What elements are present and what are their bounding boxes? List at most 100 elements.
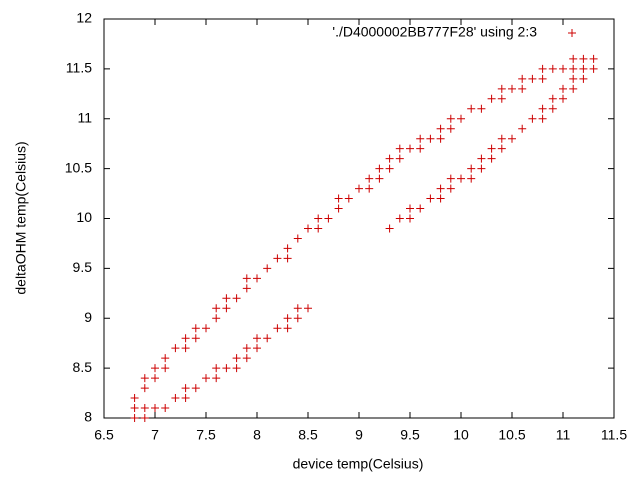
point — [559, 94, 567, 103]
point — [242, 344, 251, 353]
point — [334, 204, 343, 213]
point — [171, 394, 180, 403]
point — [304, 224, 312, 233]
point — [212, 314, 221, 323]
point — [232, 364, 241, 373]
point — [579, 74, 588, 83]
point — [314, 224, 323, 233]
point — [467, 174, 476, 183]
point — [457, 174, 465, 183]
point — [487, 94, 496, 103]
point — [538, 74, 547, 83]
point — [334, 194, 343, 203]
x-tick-label: 9 — [355, 427, 363, 443]
point — [477, 154, 486, 163]
point — [314, 214, 323, 223]
point — [181, 334, 190, 343]
point — [528, 114, 537, 123]
point — [538, 114, 547, 123]
point — [436, 124, 445, 133]
x-tick-label: 7.5 — [196, 427, 216, 443]
x-axis-label: device temp(Celsius) — [293, 456, 424, 472]
point — [161, 354, 170, 363]
point — [283, 254, 292, 263]
point — [212, 374, 221, 383]
point — [569, 64, 578, 73]
point — [395, 214, 404, 223]
point — [589, 54, 598, 63]
point — [406, 214, 414, 223]
point — [497, 84, 506, 93]
point — [365, 184, 374, 193]
point — [161, 364, 170, 373]
legend-marker — [568, 29, 576, 37]
point — [151, 404, 159, 413]
point — [273, 254, 282, 263]
point — [518, 84, 527, 93]
point — [477, 104, 486, 113]
point — [140, 374, 149, 383]
y-tick-label: 9.5 — [73, 259, 93, 275]
point — [385, 164, 394, 173]
point — [242, 284, 251, 293]
point — [232, 354, 241, 363]
point — [436, 184, 445, 193]
point — [467, 164, 476, 173]
point — [446, 174, 455, 183]
point — [263, 334, 272, 343]
point — [181, 394, 190, 403]
y-tick-label: 8.5 — [73, 359, 93, 375]
y-tick-label: 10 — [76, 209, 92, 225]
point — [253, 344, 261, 353]
point — [467, 104, 476, 113]
point — [140, 414, 149, 422]
point — [385, 154, 394, 163]
point — [559, 84, 567, 93]
point — [406, 144, 414, 153]
y-tick-label: 10.5 — [65, 159, 92, 175]
point — [293, 304, 302, 313]
point — [161, 404, 170, 413]
point — [222, 294, 231, 303]
point — [365, 174, 374, 183]
point — [569, 54, 578, 63]
point — [446, 184, 455, 193]
point — [548, 104, 557, 113]
point — [406, 204, 414, 213]
x-tick-label: 11.5 — [601, 427, 627, 443]
point — [395, 144, 404, 153]
point — [518, 74, 527, 83]
point — [416, 134, 425, 143]
point — [283, 244, 292, 253]
point — [528, 74, 537, 83]
point — [497, 94, 506, 103]
x-tick-label: 9.5 — [400, 427, 420, 443]
point — [202, 324, 210, 333]
point — [446, 124, 455, 133]
point — [457, 114, 465, 123]
point — [477, 164, 486, 173]
point — [130, 404, 139, 413]
point — [559, 64, 567, 73]
point — [293, 314, 302, 323]
point — [181, 344, 190, 353]
point — [202, 374, 210, 383]
point — [140, 384, 149, 393]
point — [569, 74, 578, 83]
point — [589, 64, 598, 73]
x-tick-label: 6.5 — [94, 427, 114, 443]
point — [140, 404, 149, 413]
y-tick-label: 9 — [84, 309, 92, 325]
point — [293, 234, 302, 243]
point — [130, 394, 139, 403]
point — [436, 134, 445, 143]
point — [395, 154, 404, 163]
point — [304, 304, 312, 313]
y-tick-label: 11.5 — [66, 60, 92, 76]
legend-label: './D4000002BB777F28' using 2:3 — [332, 24, 537, 40]
x-tick-label: 8.5 — [298, 427, 318, 443]
point — [518, 124, 527, 133]
point — [497, 134, 506, 143]
point — [171, 344, 180, 353]
